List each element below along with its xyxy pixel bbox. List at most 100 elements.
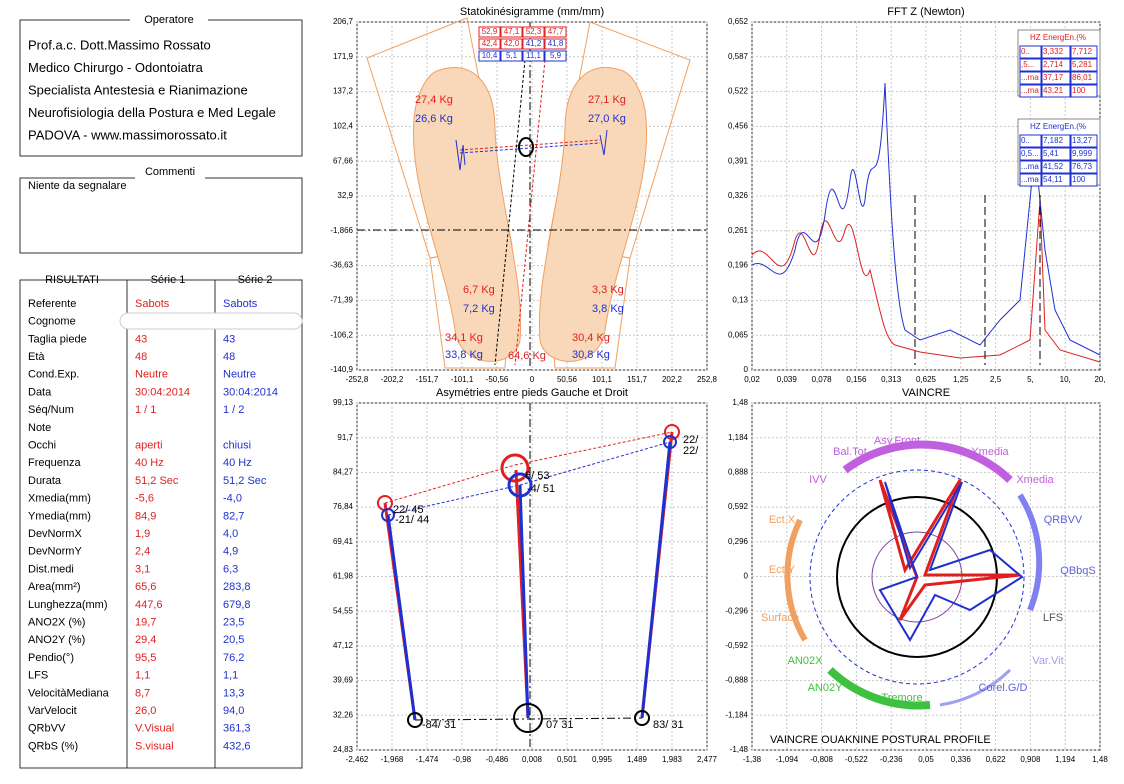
x-tick-label: -0,808 (810, 755, 833, 764)
label: Neutre (135, 369, 168, 381)
label: 5,281 (1072, 60, 1093, 69)
title-bg (135, 172, 205, 184)
point (634, 710, 650, 726)
plot-title: Statokinésigramme (mm/mm) (460, 6, 604, 18)
label: -84/ 31 (422, 719, 456, 731)
x-tick-label: 2,5 (990, 375, 1002, 384)
x-tick-label: 0,625 (916, 375, 937, 384)
label: 27,4 Kg (415, 94, 453, 106)
x-tick-label: 0,995 (592, 755, 613, 764)
legend-header: HZ EnergEn.(% (1030, 33, 1086, 42)
cell (1041, 134, 1071, 148)
y-tick-label: 0,456 (728, 122, 749, 131)
y-tick-label: 171,9 (333, 52, 354, 61)
arc-coord (939, 668, 1012, 707)
ring (871, 531, 963, 623)
label: 37,17 (1043, 73, 1064, 82)
y-tick-label: 0 (744, 572, 749, 581)
profile-red (878, 479, 1021, 621)
y-tick-label: 24,83 (333, 745, 354, 754)
axis-label: Xmedia (1016, 474, 1054, 486)
y-tick-label: -0,592 (725, 641, 748, 650)
label: 5,41 (1043, 149, 1059, 158)
label: Série 2 (238, 274, 273, 286)
plot-title: FFT Z (Newton) (887, 6, 964, 18)
label: 41,2 (526, 39, 542, 48)
x-tick-label: 101,1 (592, 375, 613, 384)
label: chiusi (223, 440, 251, 452)
label: 30,4 Kg (572, 332, 610, 344)
axis-label: Ymedia (971, 446, 1009, 458)
axis-label: AN02X (788, 655, 824, 667)
x-tick-label: 20, (1094, 375, 1105, 384)
label: 29,4 (135, 634, 156, 646)
y-tick-label: 0,522 (728, 87, 749, 96)
x-tick-label: 0,05 (918, 755, 934, 764)
label: 43 (135, 333, 147, 345)
label: Neurofisiologia della Postura e Med Lega… (28, 105, 276, 120)
label: 27,0 Kg (588, 113, 626, 125)
x-tick-label: 0 (530, 375, 535, 384)
label: ...ma (1021, 86, 1039, 95)
label: 07 31 (546, 719, 574, 731)
label: Prof.a.c. Dott.Massimo Rossato (28, 37, 211, 52)
label: DevNormY (28, 546, 82, 558)
y-tick-label: 61,98 (333, 572, 354, 581)
profile-blue (878, 481, 1024, 642)
label: Referente (28, 298, 76, 310)
table-cell (522, 38, 545, 50)
axis-label: Var.Vit (1032, 655, 1063, 667)
cell (1070, 160, 1098, 174)
cell (1019, 45, 1042, 59)
label: 3,3 Kg (592, 284, 624, 296)
y-tick-label: 0,326 (728, 191, 749, 200)
cell (1070, 84, 1098, 98)
axis-label: Asy.Front (874, 435, 920, 447)
y-tick-label: 39,69 (333, 676, 354, 685)
label: Età (28, 351, 45, 363)
y-tick-label: 0,652 (728, 17, 749, 26)
label: Occhi (28, 440, 56, 452)
y-tick-label: 32,9 (337, 191, 353, 200)
y-tick-label: 0,391 (728, 156, 749, 165)
label: 48 (223, 351, 235, 363)
y-tick-label: 67,66 (333, 156, 354, 165)
commenti-title: Commenti (145, 166, 195, 178)
y-tick-label: -140,9 (330, 365, 353, 374)
x-tick-label: 0,039 (777, 375, 798, 384)
cell (1019, 58, 1042, 72)
label: QRbVV (28, 723, 66, 735)
redaction (119, 312, 303, 330)
sway (455, 139, 466, 171)
x-tick-label: 151,7 (627, 375, 648, 384)
sway-ellipse (518, 137, 534, 157)
table-cell (522, 26, 545, 38)
x-tick-label: -1,474 (416, 755, 439, 764)
label: RISULTATI (45, 274, 99, 286)
label: 11,1 (526, 51, 542, 60)
label: 5,1 (506, 51, 518, 60)
cell (1070, 71, 1098, 85)
label: Data (28, 386, 52, 398)
x-tick-label: 252,8 (697, 375, 718, 384)
leg (518, 484, 530, 719)
x-tick-label: 50,56 (557, 375, 578, 384)
x-tick-label: 10, (1060, 375, 1071, 384)
sway (599, 129, 608, 156)
label: Frequenza (28, 457, 81, 469)
leg (640, 441, 672, 719)
y-tick-label: 0,065 (728, 330, 749, 339)
label: ...ma (1021, 73, 1039, 82)
label: 100 (1072, 175, 1086, 184)
label: 7,182 (1043, 136, 1064, 145)
leg (386, 514, 417, 721)
label: S.visual (135, 740, 174, 752)
label: 51,2 Sec (223, 475, 267, 487)
label: Specialista Antestesia e Rianimazione (28, 82, 248, 97)
x-tick-label: 1,25 (953, 375, 969, 384)
label: -4,0 (223, 493, 242, 505)
y-tick-label: 0,587 (728, 52, 749, 61)
y-tick-label: 1,48 (732, 398, 748, 407)
label: 1,9 (135, 528, 150, 540)
